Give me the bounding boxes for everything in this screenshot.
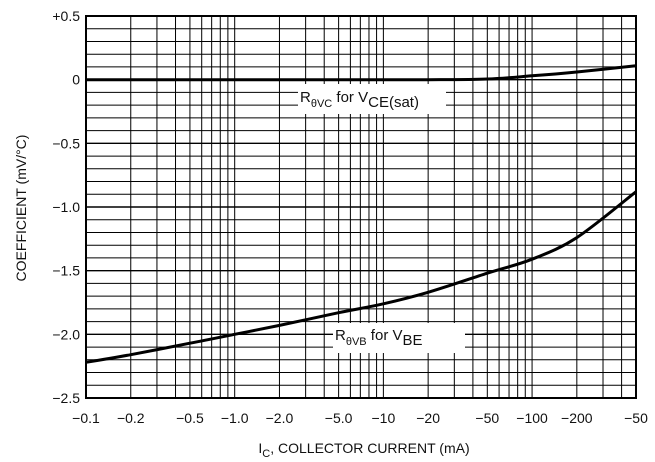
- curve-label-background-vce: [298, 84, 446, 114]
- y-tick-label: −0.5: [52, 135, 80, 151]
- curve-label-vbe: RθVB for VBE: [335, 327, 423, 349]
- curve-label-vce-sat: RθVC for VCE(sat): [300, 89, 419, 111]
- y-tick-label: −1.5: [52, 263, 80, 279]
- x-tick-label: −5.0: [325, 410, 353, 426]
- curve-label-vce-mid: for V: [332, 89, 368, 106]
- x-tick-label: −100: [516, 410, 548, 426]
- y-tick-label: 0: [72, 72, 80, 88]
- y-tick-label: −2.5: [52, 390, 80, 406]
- y-axis-label: COEFFICIENT (mV/°C): [13, 135, 29, 282]
- x-tick-label: −20: [416, 410, 440, 426]
- x-axis-label-main: I: [258, 440, 262, 456]
- x-tick-label: −10: [372, 410, 396, 426]
- y-tick-label: −1.0: [52, 199, 80, 215]
- curve-label-vbe-mid: for V: [367, 327, 403, 344]
- curve-label-vbe-v-sub: BE: [403, 332, 423, 349]
- curve-label-vbe-r-sub: θVB: [346, 336, 367, 348]
- x-tick-label: −50: [624, 410, 648, 426]
- x-axis-label: IC, COLLECTOR CURRENT (mA): [258, 440, 469, 460]
- curve-label-background-vbe: [333, 323, 465, 353]
- y-tick-label: −2.0: [52, 326, 80, 342]
- curve-label-vce-r-sub: θVC: [311, 98, 332, 110]
- curve-label-vce-v-sub: CE(sat): [368, 94, 419, 111]
- y-tick-label: +0.5: [52, 8, 80, 24]
- x-tick-label: −1.0: [221, 410, 249, 426]
- curve-label-vce-r: R: [300, 89, 311, 106]
- x-axis-label-sub: C: [262, 448, 270, 460]
- x-tick-label: −2.0: [266, 410, 294, 426]
- ticks: −0.1 −0.2 −0.5 −1.0 −2.0 −5.0 −10 −20 −50 −100 −20…: [52, 8, 648, 426]
- series-line-0: [86, 64, 637, 82]
- x-tick-label: −0.1: [72, 410, 100, 426]
- series-line-1: [85, 190, 637, 364]
- x-tick-label: −200: [561, 410, 593, 426]
- curve-label-vbe-r: R: [335, 327, 346, 344]
- x-tick-label: −50: [475, 410, 499, 426]
- x-axis-label-rest: , COLLECTOR CURRENT (mA): [270, 440, 469, 456]
- x-tick-label: −0.2: [117, 410, 145, 426]
- plot-frame: [85, 15, 637, 399]
- x-tick-label: −0.5: [176, 410, 204, 426]
- curves: [85, 64, 637, 364]
